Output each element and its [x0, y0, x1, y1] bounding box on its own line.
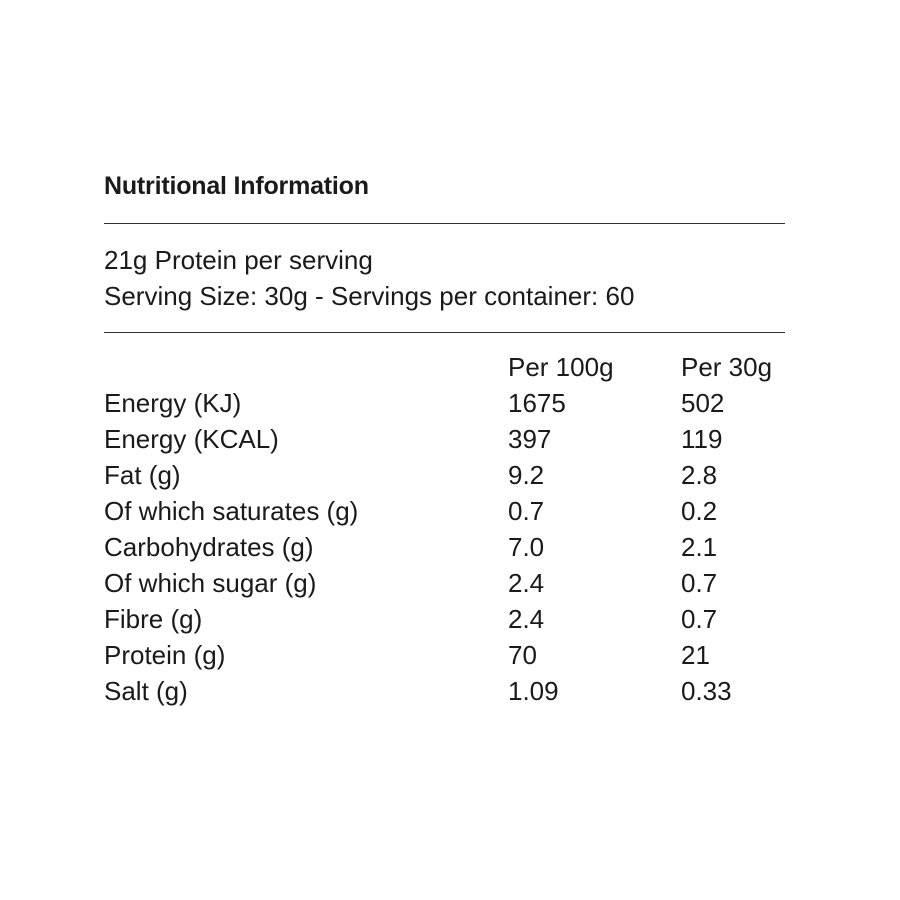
row-label: Of which saturates (g) [104, 496, 359, 526]
value-per-100g: 397 [508, 424, 552, 454]
table-row: Energy (KJ) 1675 502 [104, 385, 785, 421]
value-per-30g: 0.2 [681, 496, 718, 526]
value-per-30g: 21 [681, 640, 710, 670]
row-label: Of which sugar (g) [104, 568, 317, 598]
value-per-100g: 2.4 [508, 568, 545, 598]
table-row: Salt (g) 1.09 0.33 [104, 673, 785, 709]
value-per-100g: 7.0 [508, 532, 545, 562]
table-row: Of which saturates (g) 0.7 0.2 [104, 493, 785, 529]
table-header-row: Per 100g Per 30g [104, 349, 785, 385]
row-label: Energy (KJ) [104, 388, 242, 418]
value-per-30g: 502 [681, 388, 725, 418]
table-row: Protein (g) 70 21 [104, 637, 785, 673]
table-row: Energy (KCAL) 397 119 [104, 421, 785, 457]
row-label: Salt (g) [104, 676, 188, 706]
value-per-30g: 0.33 [681, 676, 732, 706]
row-label: Fat (g) [104, 460, 181, 490]
row-label: Energy (KCAL) [104, 424, 279, 454]
row-label: Carbohydrates (g) [104, 532, 314, 562]
serving-info: 21g Protein per serving Serving Size: 30… [104, 242, 785, 314]
value-per-100g: 1675 [508, 388, 566, 418]
row-label: Protein (g) [104, 640, 226, 670]
nutrition-title: Nutritional Information [104, 172, 369, 200]
row-label: Fibre (g) [104, 604, 203, 634]
column-header-per-100g: Per 100g [508, 352, 614, 382]
column-header-per-30g: Per 30g [681, 352, 773, 382]
value-per-100g: 2.4 [508, 604, 545, 634]
value-per-30g: 2.1 [681, 532, 718, 562]
protein-per-serving: 21g Protein per serving [104, 245, 373, 275]
divider-bottom [104, 332, 785, 333]
nutrition-panel: Nutritional Information 21g Protein per … [104, 168, 785, 709]
value-per-30g: 119 [681, 424, 723, 454]
value-per-100g: 70 [508, 640, 537, 670]
value-per-30g: 0.7 [681, 604, 718, 634]
value-per-100g: 0.7 [508, 496, 545, 526]
value-per-100g: 9.2 [508, 460, 545, 490]
value-per-100g: 1.09 [508, 676, 559, 706]
table-row: Fat (g) 9.2 2.8 [104, 457, 785, 493]
table-row: Fibre (g) 2.4 0.7 [104, 601, 785, 637]
table-row: Carbohydrates (g) 7.0 2.1 [104, 529, 785, 565]
value-per-30g: 0.7 [681, 568, 718, 598]
value-per-30g: 2.8 [681, 460, 718, 490]
serving-size: Serving Size: 30g - Servings per contain… [104, 281, 635, 311]
table-row: Of which sugar (g) 2.4 0.7 [104, 565, 785, 601]
divider-top [104, 223, 785, 224]
nutrition-table: Per 100g Per 30g Energy (KJ) 1675 502 En… [104, 349, 785, 709]
